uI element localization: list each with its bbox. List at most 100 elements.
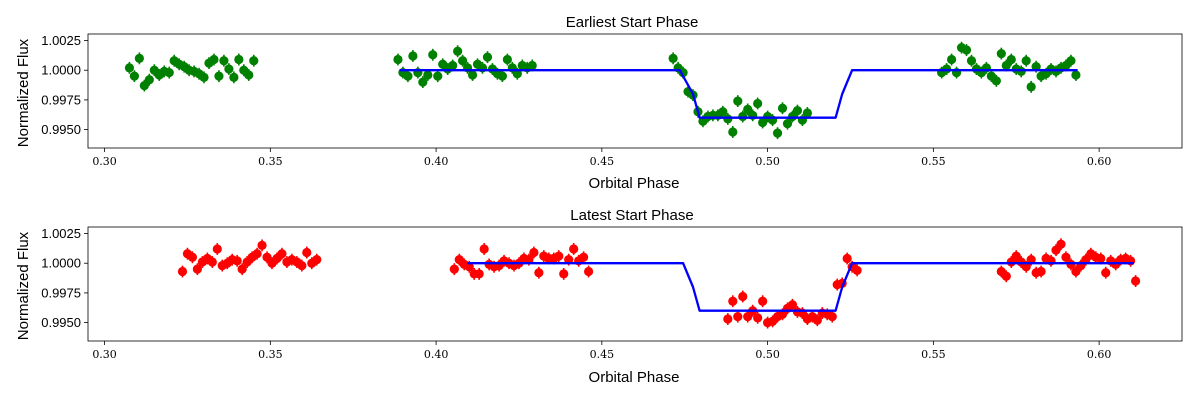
data-point bbox=[787, 300, 798, 310]
data-point bbox=[297, 260, 307, 271]
data-point bbox=[393, 54, 403, 65]
x-tick-label: 0.60 bbox=[1087, 155, 1112, 168]
data-point bbox=[1061, 252, 1071, 262]
data-point bbox=[1026, 255, 1036, 265]
data-point bbox=[214, 71, 224, 81]
data-point bbox=[192, 264, 202, 274]
data-point bbox=[559, 269, 569, 279]
data-point bbox=[527, 60, 537, 71]
data-point bbox=[1036, 266, 1046, 277]
data-point bbox=[212, 244, 222, 254]
data-point bbox=[252, 249, 262, 259]
data-point bbox=[772, 128, 783, 138]
data-point bbox=[249, 56, 259, 66]
data-point bbox=[946, 54, 957, 65]
data-point bbox=[1101, 268, 1111, 278]
data-point bbox=[448, 60, 458, 71]
data-point bbox=[418, 77, 428, 87]
data-point bbox=[177, 266, 188, 277]
x-tick-label: 0.50 bbox=[755, 155, 780, 168]
data-point bbox=[479, 244, 489, 254]
plot-frame bbox=[87, 33, 1183, 149]
data-point bbox=[733, 312, 743, 322]
data-point bbox=[1021, 262, 1031, 272]
x-axis-label: Orbital Phase bbox=[589, 369, 680, 386]
data-point bbox=[802, 108, 812, 118]
data-point bbox=[467, 70, 478, 80]
panel-title: Earliest Start Phase bbox=[566, 14, 699, 31]
x-tick-label: 0.55 bbox=[921, 348, 946, 361]
data-point bbox=[237, 264, 247, 274]
data-point bbox=[449, 264, 459, 274]
y-tick-label: 1.0025 bbox=[41, 226, 81, 241]
data-point bbox=[312, 255, 322, 265]
y-axis-label: Normalized Flux bbox=[15, 231, 32, 340]
data-point bbox=[991, 76, 1001, 86]
data-point bbox=[464, 262, 474, 272]
data-point bbox=[512, 69, 522, 79]
data-point bbox=[1066, 56, 1076, 66]
y-tick-label: 1.0025 bbox=[41, 33, 81, 48]
data-point bbox=[199, 72, 209, 82]
data-point bbox=[134, 53, 144, 63]
data-point bbox=[219, 56, 229, 66]
plot-frame bbox=[87, 226, 1183, 342]
data-point bbox=[569, 244, 579, 254]
x-tick-label: 0.40 bbox=[424, 155, 449, 168]
panel-earliest: Earliest Start Phase 0.30 0.35 0.40 0.45 0.5… bbox=[15, 14, 1183, 192]
data-point bbox=[433, 71, 443, 81]
x-tick-label: 0.40 bbox=[424, 348, 449, 361]
data-point bbox=[302, 247, 312, 258]
data-point bbox=[966, 56, 977, 66]
data-point bbox=[129, 71, 140, 81]
data-point bbox=[1001, 271, 1011, 281]
data-point bbox=[728, 127, 738, 137]
y-tick-label: 0.9950 bbox=[41, 122, 81, 137]
data-point bbox=[942, 64, 952, 74]
data-point bbox=[209, 54, 219, 65]
data-point bbox=[777, 103, 788, 113]
x-axis-label: Orbital Phase bbox=[589, 175, 680, 192]
data-point bbox=[497, 71, 507, 81]
data-point bbox=[733, 96, 743, 106]
data-point bbox=[534, 268, 544, 278]
data-point bbox=[579, 252, 589, 262]
x-tick-label: 0.30 bbox=[92, 348, 117, 361]
y-tick-label: 0.9975 bbox=[41, 285, 81, 300]
data-point bbox=[753, 313, 763, 323]
data-point bbox=[1071, 70, 1081, 80]
model-line bbox=[467, 262, 1134, 312]
data-point bbox=[408, 51, 418, 61]
data-point bbox=[1026, 82, 1036, 92]
x-tick-label: 0.30 bbox=[92, 155, 117, 168]
data-point bbox=[723, 314, 733, 324]
data-point bbox=[144, 75, 154, 85]
data-point bbox=[812, 315, 822, 325]
data-point bbox=[996, 48, 1006, 59]
panel-latest: Latest Start Phase 0.30 0.35 0.40 0.45 0.50 0… bbox=[15, 207, 1183, 386]
data-point bbox=[1130, 276, 1141, 286]
data-point bbox=[961, 45, 972, 55]
x-tick-label: 0.35 bbox=[258, 155, 283, 168]
data-point bbox=[403, 71, 413, 81]
data-point bbox=[232, 256, 242, 266]
data-point bbox=[753, 98, 763, 109]
data-point bbox=[423, 70, 433, 80]
data-point bbox=[234, 54, 244, 65]
data-point bbox=[728, 296, 738, 306]
x-tick-label: 0.50 bbox=[755, 348, 780, 361]
data-point bbox=[428, 50, 438, 60]
y-axis-label: Normalized Flux bbox=[15, 38, 32, 147]
data-point bbox=[758, 296, 768, 306]
data-point bbox=[207, 257, 217, 267]
data-point bbox=[827, 312, 837, 322]
data-point bbox=[1021, 56, 1031, 66]
x-tick-label: 0.45 bbox=[590, 155, 615, 168]
data-point bbox=[524, 255, 534, 265]
y-tick-label: 0.9950 bbox=[41, 315, 81, 330]
data-point bbox=[718, 107, 728, 117]
x-tick-label: 0.55 bbox=[921, 155, 946, 168]
data-point bbox=[1006, 54, 1016, 65]
data-point bbox=[723, 114, 733, 124]
